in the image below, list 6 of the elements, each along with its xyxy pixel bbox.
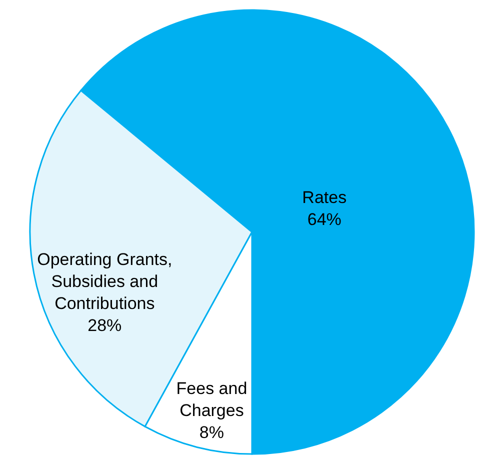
slice-label: Fees and Charges bbox=[176, 378, 248, 420]
slice-label: Rates bbox=[302, 188, 347, 207]
data-label: 64% bbox=[307, 210, 342, 229]
slice-label: Operating Grants, Subsidies and Contributions bbox=[37, 250, 172, 314]
data-label: 28% bbox=[88, 316, 122, 336]
data-label: 8% bbox=[199, 422, 224, 442]
